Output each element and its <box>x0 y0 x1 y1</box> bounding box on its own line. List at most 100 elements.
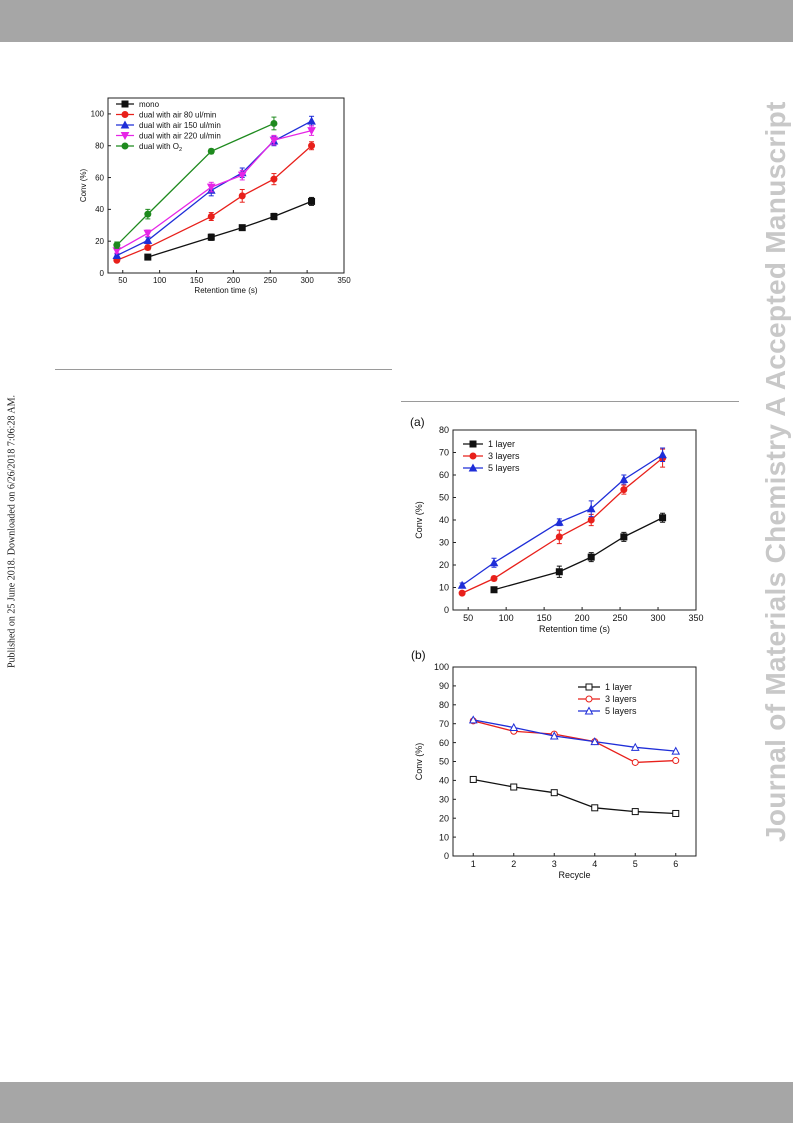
data-point <box>490 586 498 594</box>
legend-marker <box>120 132 130 141</box>
y-tick-label: 40 <box>439 776 449 786</box>
series-2 <box>457 447 667 589</box>
chart-0-svg: 50 100 150 200 250 300 350 0 20 40 60 80 100 Retentio… <box>79 97 351 295</box>
x-tick-label: 200 <box>575 613 590 623</box>
y-tick-label: 0 <box>444 851 449 861</box>
legend-label: 3 layers <box>488 451 520 461</box>
horizontal-rule-right <box>401 401 739 402</box>
y-tick-label: 60 <box>95 173 104 182</box>
legend-marker <box>121 100 129 108</box>
y-tick-label: 80 <box>95 142 104 151</box>
legend-subscript: 2 <box>179 147 182 153</box>
legend-label: 1 layer <box>605 682 632 692</box>
legend-label: 5 layers <box>488 463 520 473</box>
data-point <box>308 197 316 205</box>
data-point <box>469 775 477 783</box>
panel-b-label: (b) <box>411 648 426 662</box>
y-axis-label: Conv (%) <box>79 168 88 202</box>
y-tick-label: 50 <box>439 757 449 767</box>
data-point <box>658 450 667 459</box>
data-point <box>206 183 216 192</box>
y-tick-label: 100 <box>91 110 105 119</box>
data-point <box>270 119 278 127</box>
data-point <box>238 224 246 232</box>
published-note: Published on 25 June 2018. Downloaded on… <box>6 394 18 669</box>
y-tick-label: 10 <box>439 832 449 842</box>
legend-label: dual with air 150 ul/min <box>139 121 221 130</box>
data-point <box>113 241 121 249</box>
legend-marker <box>584 706 594 715</box>
legend-label: 5 layers <box>605 706 637 716</box>
chart-recycle: 1 2 3 4 5 6 0 10 20 30 40 50 60 70 80 90 100 Recycle Conv … <box>408 660 708 890</box>
series-line <box>116 145 312 261</box>
legend-marker <box>120 120 130 129</box>
x-tick-label: 150 <box>190 276 204 285</box>
legend-marker <box>121 142 129 150</box>
x-tick-label: 2 <box>511 859 516 869</box>
series-line <box>473 720 676 764</box>
data-point <box>307 116 316 125</box>
data-point <box>490 575 498 582</box>
series-line <box>147 200 312 258</box>
data-point <box>591 804 599 812</box>
y-tick-label: 50 <box>439 493 449 503</box>
x-tick-label: 250 <box>264 276 278 285</box>
plot-frame <box>107 97 345 274</box>
y-tick-label: 10 <box>439 583 449 593</box>
data-point <box>144 244 152 252</box>
y-tick-label: 0 <box>100 269 105 278</box>
series-line <box>473 778 676 815</box>
data-point <box>672 809 680 817</box>
x-tick-label: 100 <box>499 613 514 623</box>
y-tick-label: 20 <box>95 237 104 246</box>
data-point <box>144 210 152 218</box>
x-tick-label: 1 <box>471 859 476 869</box>
data-point <box>671 746 681 755</box>
x-tick-label: 150 <box>537 613 552 623</box>
chart-layers-retention: 50 100 150 200 250 300 350 0 10 20 30 40 50 60 70 80 Ret… <box>408 422 708 644</box>
data-point <box>620 533 628 541</box>
journal-watermark: Journal of Materials Chemistry A Accepte… <box>760 101 791 842</box>
x-axis-label: Retention time (s) <box>539 624 610 634</box>
y-tick-label: 60 <box>439 738 449 748</box>
data-point <box>619 474 629 483</box>
legend-label: dual with O2 <box>139 142 182 153</box>
series-4 <box>113 116 278 249</box>
data-point <box>144 253 152 261</box>
data-point <box>270 175 278 183</box>
data-point <box>457 580 467 589</box>
legend-marker <box>585 683 593 691</box>
x-tick-label: 350 <box>337 276 351 285</box>
data-point <box>308 142 316 150</box>
x-axis-label: Recycle <box>558 870 590 880</box>
data-point <box>489 558 499 567</box>
bottom-footer-bar <box>0 1082 793 1123</box>
series-line <box>461 454 663 586</box>
data-point <box>550 789 558 797</box>
data-point <box>555 533 563 541</box>
legend-marker <box>469 440 477 448</box>
legend-label: mono <box>139 100 160 109</box>
data-point <box>630 742 640 751</box>
y-tick-label: 80 <box>439 425 449 435</box>
data-point <box>270 213 278 221</box>
y-axis-label: Conv (%) <box>414 501 424 539</box>
x-tick-label: 4 <box>592 859 597 869</box>
y-tick-label: 0 <box>444 605 449 615</box>
y-tick-label: 40 <box>439 515 449 525</box>
y-tick-label: 90 <box>439 681 449 691</box>
data-point <box>587 516 595 524</box>
chart-oxidant-comparison: 50 100 150 200 250 300 350 0 20 40 60 80 100 Retentio… <box>75 88 370 300</box>
y-tick-label: 100 <box>434 662 449 672</box>
x-tick-label: 100 <box>153 276 167 285</box>
data-point <box>207 233 215 241</box>
chart-1-svg: 50 100 150 200 250 300 350 0 10 20 30 40 50 60 70 80 Ret… <box>414 425 704 634</box>
data-point <box>587 553 595 561</box>
series-line <box>461 457 663 594</box>
legend-label: 3 layers <box>605 694 637 704</box>
data-point <box>269 136 279 145</box>
data-point <box>555 568 563 576</box>
series-1 <box>458 448 667 597</box>
chart-2-svg: 1 2 3 4 5 60102030405060708090100RecycleConv … <box>414 662 697 880</box>
y-tick-label: 40 <box>95 205 104 214</box>
